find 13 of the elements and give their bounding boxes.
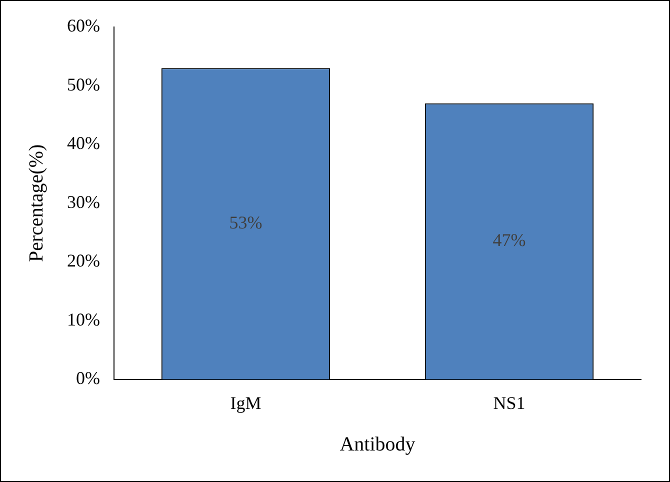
x-axis-title: Antibody bbox=[340, 433, 416, 456]
y-tick-label: 10% bbox=[66, 309, 100, 330]
y-tick-label: 20% bbox=[66, 250, 100, 271]
data-label: 53% bbox=[229, 212, 262, 232]
y-tick-label: 50% bbox=[66, 74, 100, 94]
y-axis-title: Percentage(%) bbox=[25, 144, 48, 262]
x-tick-label: IgM bbox=[230, 392, 262, 413]
y-tick-label: 0% bbox=[76, 368, 100, 388]
y-tick-label: 40% bbox=[66, 133, 100, 154]
data-label: 47% bbox=[492, 230, 526, 250]
y-tick-label: 60% bbox=[66, 16, 100, 36]
y-tick-label: 30% bbox=[66, 192, 100, 212]
x-tick-label: NS1 bbox=[493, 392, 526, 413]
